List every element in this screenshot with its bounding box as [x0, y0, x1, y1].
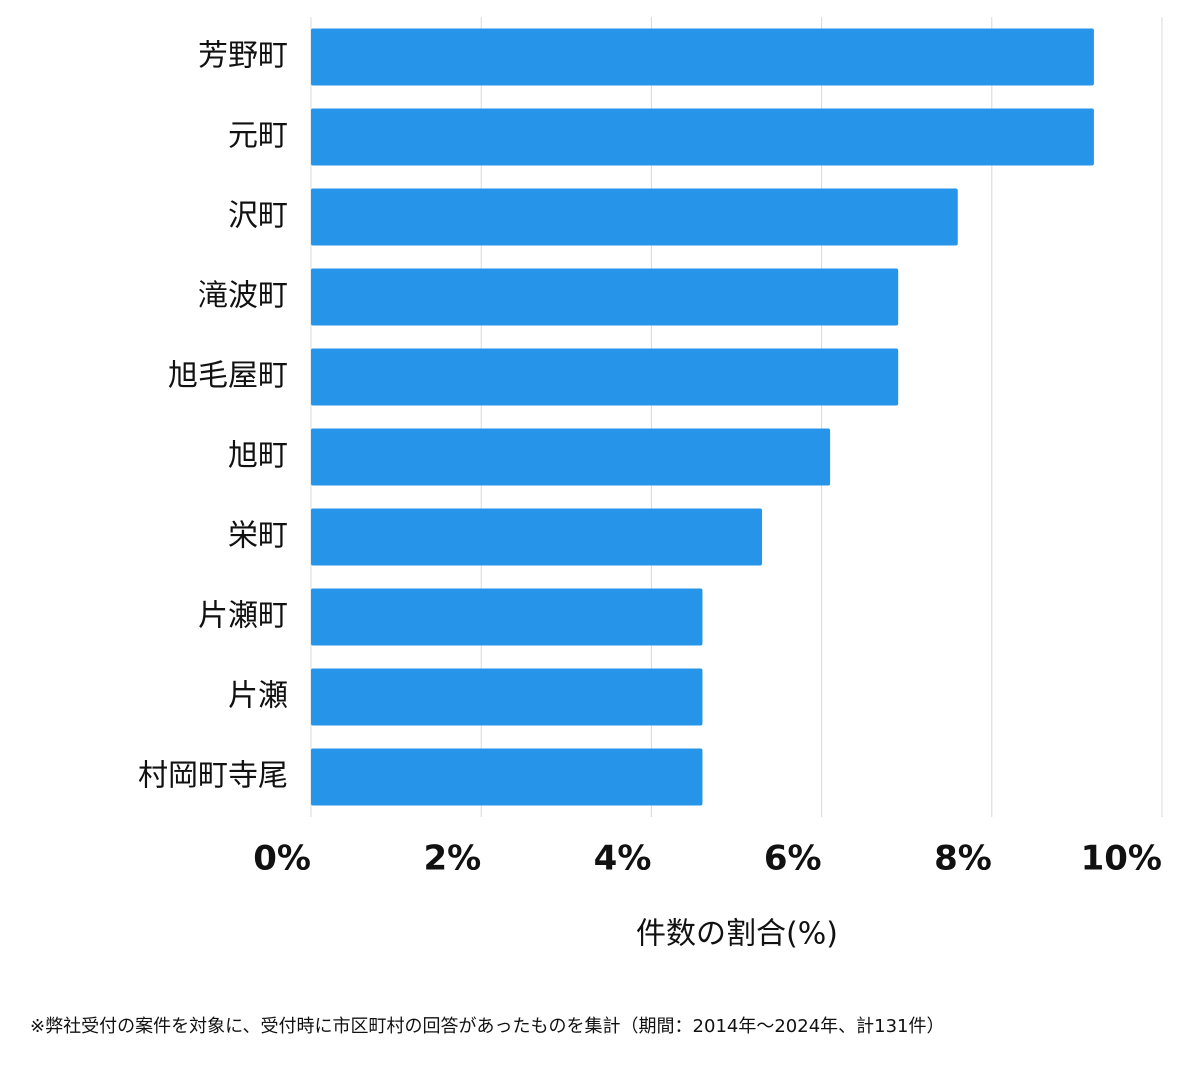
- y-tick-label: 元町: [228, 119, 288, 154]
- x-axis-title: 件数の割合(%): [636, 917, 838, 952]
- bar: [311, 668, 703, 726]
- y-tick-label: 片瀬町: [198, 599, 288, 634]
- x-tick-label: 4%: [594, 839, 652, 879]
- bar: [311, 748, 703, 806]
- x-tick-label: 10%: [1081, 839, 1162, 879]
- bar: [311, 268, 899, 326]
- bar: [311, 588, 703, 646]
- y-tick-label: 芳野町: [198, 39, 288, 74]
- bar: [311, 28, 1094, 86]
- y-tick-label: 旭町: [228, 439, 288, 474]
- y-tick-label: 片瀬: [228, 679, 288, 714]
- x-tick-label: 0%: [253, 839, 311, 879]
- y-tick-label: 栄町: [228, 519, 288, 554]
- y-tick-label: 滝波町: [198, 279, 288, 314]
- bar: [311, 188, 958, 246]
- x-tick-label: 6%: [764, 839, 822, 879]
- bar: [311, 428, 831, 486]
- x-tick-label: 8%: [934, 839, 992, 879]
- y-tick-label: 旭毛屋町: [168, 359, 288, 394]
- footnote: ※弊社受付の案件を対象に、受付時に市区町村の回答があったものを集計（期間：201…: [30, 1016, 945, 1037]
- bar: [311, 348, 899, 406]
- y-tick-label: 村岡町寺尾: [138, 759, 288, 794]
- y-tick-label: 沢町: [228, 199, 288, 234]
- x-tick-label: 2%: [423, 839, 481, 879]
- bar: [311, 508, 763, 566]
- bar: [311, 108, 1094, 166]
